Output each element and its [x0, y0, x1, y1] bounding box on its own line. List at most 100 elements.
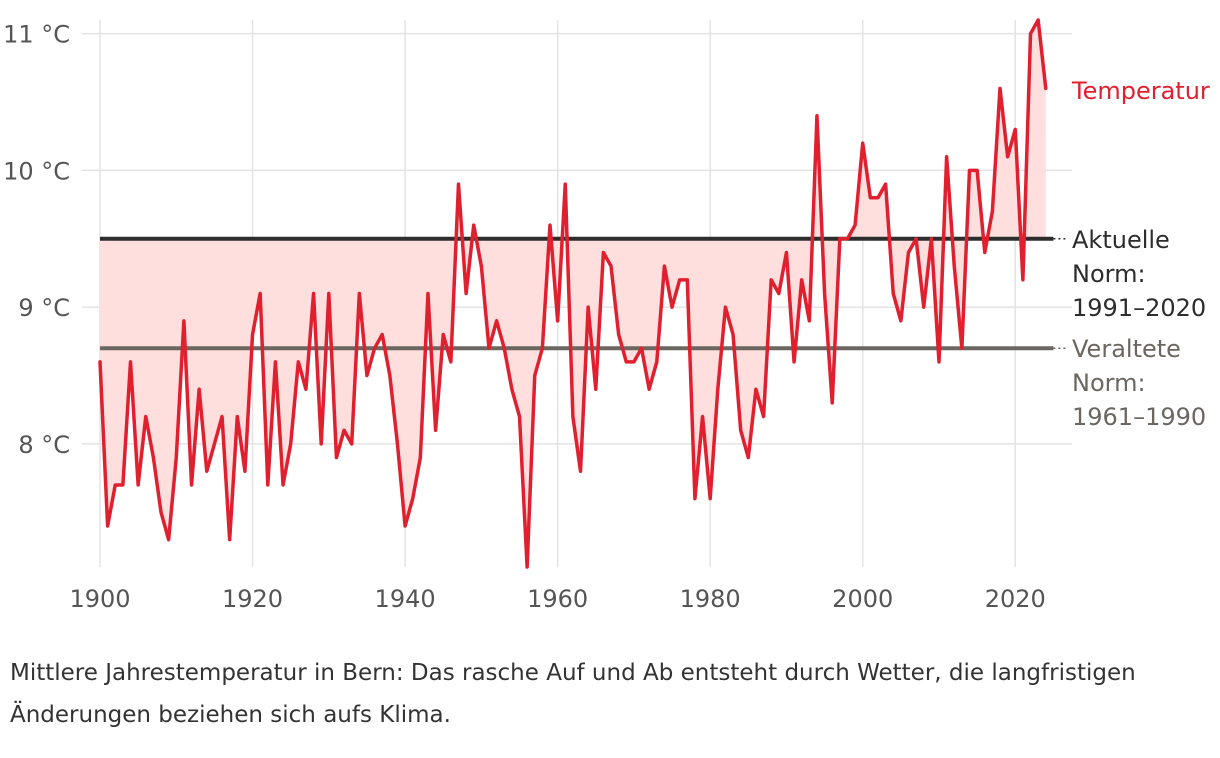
data-point: [342, 428, 346, 432]
data-point: [159, 510, 163, 514]
data-point: [1013, 127, 1017, 131]
data-point: [235, 415, 239, 419]
data-point: [868, 196, 872, 200]
data-point: [395, 442, 399, 446]
data-point: [266, 483, 270, 487]
data-point: [884, 182, 888, 186]
data-point: [701, 415, 705, 419]
data-point: [891, 292, 895, 296]
data-point: [380, 333, 384, 337]
data-point: [296, 360, 300, 364]
current-norm-label: Norm:: [1072, 260, 1146, 288]
data-point: [456, 182, 460, 186]
data-point: [182, 319, 186, 323]
data-point: [662, 264, 666, 268]
current-norm-label: 1991–2020: [1072, 294, 1206, 322]
data-point: [502, 346, 506, 350]
data-point: [594, 387, 598, 391]
data-point: [289, 442, 293, 446]
data-point: [784, 250, 788, 254]
data-point: [304, 387, 308, 391]
data-point: [876, 196, 880, 200]
data-point: [479, 264, 483, 268]
data-point: [205, 469, 209, 473]
data-point: [167, 538, 171, 542]
data-point: [1044, 86, 1048, 90]
data-point: [952, 264, 956, 268]
data-point: [273, 360, 277, 364]
data-point: [121, 483, 125, 487]
data-point: [212, 442, 216, 446]
data-point: [373, 346, 377, 350]
temperature-chart: 8 °C 9 °C 10 °C 11 °C 1900 1920 1940 1960 1980 20…: [3, 18, 1210, 613]
data-point: [647, 387, 651, 391]
data-point: [258, 292, 262, 296]
outdated-norm-label: 1961–1990: [1072, 403, 1206, 431]
data-point: [281, 483, 285, 487]
data-point: [365, 374, 369, 378]
data-point: [830, 401, 834, 405]
data-point: [670, 305, 674, 309]
data-point: [540, 346, 544, 350]
x-tick-label: 2020: [985, 585, 1046, 613]
data-point: [136, 483, 140, 487]
data-point: [388, 374, 392, 378]
x-tick-label: 1900: [69, 585, 130, 613]
data-point: [723, 305, 727, 309]
data-point: [106, 524, 110, 528]
data-point: [1029, 32, 1033, 36]
data-point: [624, 360, 628, 364]
data-point: [357, 292, 361, 296]
current-norm-label: Aktuelle: [1072, 226, 1170, 254]
data-point: [571, 415, 575, 419]
data-point: [449, 360, 453, 364]
data-point: [922, 305, 926, 309]
series-label-temperatur: Temperatur: [1071, 77, 1210, 105]
data-point: [929, 237, 933, 241]
data-point: [990, 209, 994, 213]
data-point: [533, 374, 537, 378]
data-point: [319, 442, 323, 446]
data-point: [472, 223, 476, 227]
data-point: [708, 497, 712, 501]
data-point: [434, 428, 438, 432]
data-point: [403, 524, 407, 528]
data-point: [975, 168, 979, 172]
data-point: [937, 360, 941, 364]
data-point: [144, 415, 148, 419]
data-point: [510, 387, 514, 391]
data-point: [632, 360, 636, 364]
data-point: [327, 292, 331, 296]
temperature-line: [98, 18, 1048, 569]
chart-caption: Mittlere Jahrestemperatur in Bern: Das r…: [10, 660, 1136, 728]
data-point: [693, 497, 697, 501]
data-point: [983, 250, 987, 254]
data-point: [601, 250, 605, 254]
data-point: [716, 387, 720, 391]
data-point: [548, 223, 552, 227]
data-point: [228, 538, 232, 542]
data-point: [899, 319, 903, 323]
data-point: [220, 415, 224, 419]
data-point: [609, 264, 613, 268]
data-point: [739, 428, 743, 432]
y-tick-label: 9 °C: [18, 294, 70, 322]
data-point: [251, 333, 255, 337]
data-point: [945, 155, 949, 159]
data-point: [197, 387, 201, 391]
data-point: [495, 319, 499, 323]
data-point: [411, 497, 415, 501]
data-point: [762, 415, 766, 419]
data-point: [777, 292, 781, 296]
data-point: [174, 456, 178, 460]
data-point: [807, 319, 811, 323]
data-point: [678, 278, 682, 282]
data-point: [960, 346, 964, 350]
labels: 8 °C 9 °C 10 °C 11 °C 1900 1920 1940 1960 1980 20…: [3, 21, 1210, 613]
data-point: [243, 469, 247, 473]
x-tick-label: 1960: [527, 585, 588, 613]
data-point: [815, 114, 819, 118]
reference-lines: [100, 236, 1066, 351]
x-tick-label: 1980: [680, 585, 741, 613]
data-point: [579, 469, 583, 473]
